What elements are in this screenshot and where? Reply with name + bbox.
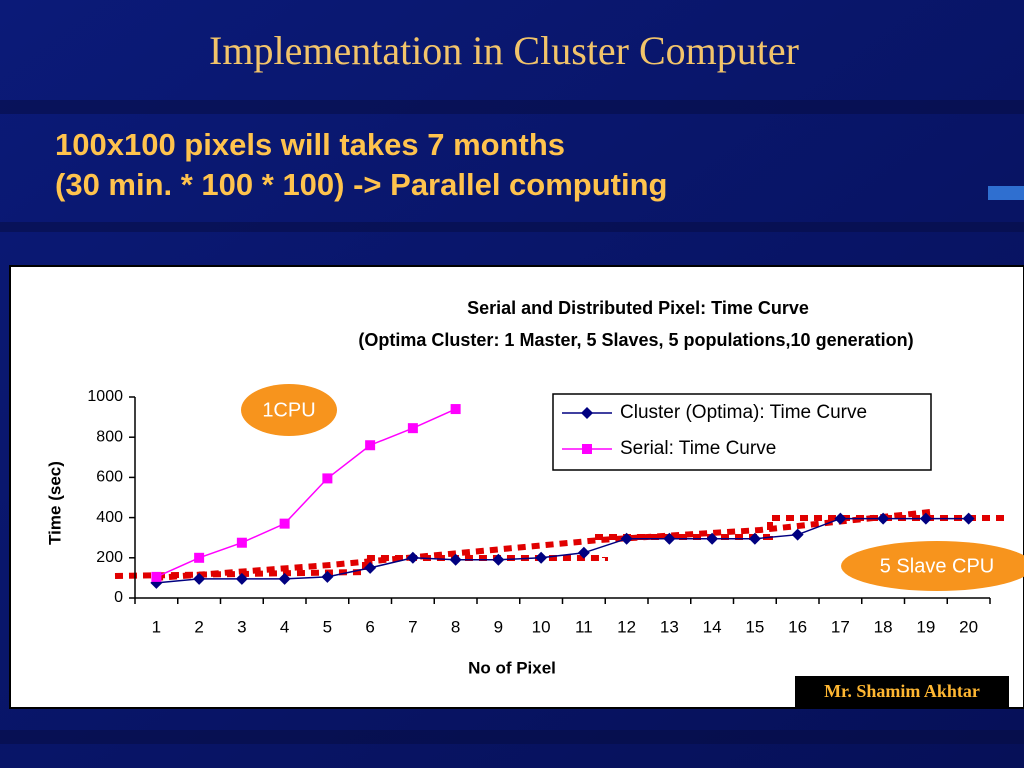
data-point: [365, 440, 376, 451]
x-tick-label: 9: [494, 617, 503, 636]
data-point: [322, 473, 333, 484]
stripe: [0, 222, 1024, 232]
data-point: [663, 532, 676, 545]
legend-marker: [581, 407, 593, 419]
data-point: [194, 552, 205, 563]
series-line: [156, 408, 456, 578]
x-tick-label: 10: [532, 617, 551, 636]
slide-subtitle: 100x100 pixels will takes 7 months: [55, 127, 565, 162]
chart-panel: [9, 265, 1024, 709]
data-point: [321, 570, 334, 583]
data-point: [492, 553, 505, 566]
data-point: [236, 537, 247, 548]
data-point: [877, 512, 890, 525]
x-tick-label: 18: [874, 617, 893, 636]
x-tick-label: 17: [831, 617, 850, 636]
x-tick-label: 11: [575, 617, 593, 636]
author: Mr. Shamim Akhtar: [824, 681, 980, 701]
data-point: [278, 572, 291, 585]
legend-marker: [582, 444, 592, 454]
y-tick-label: 800: [96, 428, 123, 445]
y-tick-label: 200: [96, 549, 123, 566]
y-tick-label: 1000: [87, 388, 123, 405]
legend-box: [552, 393, 932, 471]
slide-title: Implementation in Cluster Computer: [209, 28, 799, 73]
y-tick-label: 0: [114, 589, 123, 606]
legend-label: Serial: Time Curve: [620, 438, 776, 459]
x-tick-label: 16: [788, 617, 807, 636]
data-point: [407, 423, 418, 434]
data-point: [962, 512, 975, 525]
x-tick-label: 14: [703, 617, 722, 636]
stripe: [0, 100, 1024, 114]
data-point: [535, 551, 548, 564]
x-tick-label: 3: [237, 617, 246, 636]
y-tick-label: 600: [96, 469, 123, 486]
x-tick-label: 12: [617, 617, 636, 636]
x-tick-label: 2: [194, 617, 203, 636]
data-point: [791, 528, 804, 541]
x-tick-label: 20: [959, 617, 978, 636]
x-tick-label: 15: [745, 617, 764, 636]
y-tick-label: 400: [96, 509, 123, 526]
x-tick-label: 8: [451, 617, 460, 636]
chart-title: Serial and Distributed Pixel: Time Curve: [467, 298, 809, 318]
x-tick-label: 6: [365, 617, 374, 636]
legend-label: Cluster (Optima): Time Curve: [620, 402, 867, 423]
annotation-bubble: [841, 541, 1024, 591]
data-point: [235, 572, 248, 585]
data-point: [748, 532, 761, 545]
chart-subtitle: (Optima Cluster: 1 Master, 5 Slaves, 5 p…: [358, 330, 913, 350]
data-point: [151, 571, 162, 582]
x-tick-label: 7: [408, 617, 417, 636]
data-point: [193, 572, 206, 585]
series-line: [156, 517, 969, 584]
data-point: [919, 512, 932, 525]
trend-line: [154, 509, 931, 581]
x-tick-label: 1: [152, 617, 161, 636]
x-tick-label: 19: [916, 617, 935, 636]
annotation: 1CPU: [262, 399, 315, 421]
y-axis-label: Time (sec): [45, 461, 64, 545]
slide-subtitle: (30 min. * 100 * 100) -> Parallel comput…: [55, 167, 667, 202]
x-axis-label: No of Pixel: [468, 658, 556, 677]
chart: Serial and Distributed Pixel: Time Curve…: [45, 298, 1024, 677]
trend-line: [114, 555, 608, 579]
stripe: [0, 730, 1024, 744]
annotation-bubble: [241, 384, 337, 436]
x-tick-label: 5: [323, 617, 332, 636]
data-point: [450, 404, 461, 415]
annotation: 5 Slave CPU: [880, 555, 995, 577]
data-point: [364, 561, 377, 574]
data-point: [577, 546, 590, 559]
data-point: [449, 553, 462, 566]
x-tick-label: 13: [660, 617, 679, 636]
data-point: [279, 518, 290, 529]
data-point: [834, 512, 847, 525]
accent: [988, 186, 1024, 200]
data-point: [406, 551, 419, 564]
x-tick-label: 4: [280, 617, 289, 636]
data-point: [620, 532, 633, 545]
data-point: [706, 532, 719, 545]
author-box: [795, 676, 1009, 708]
